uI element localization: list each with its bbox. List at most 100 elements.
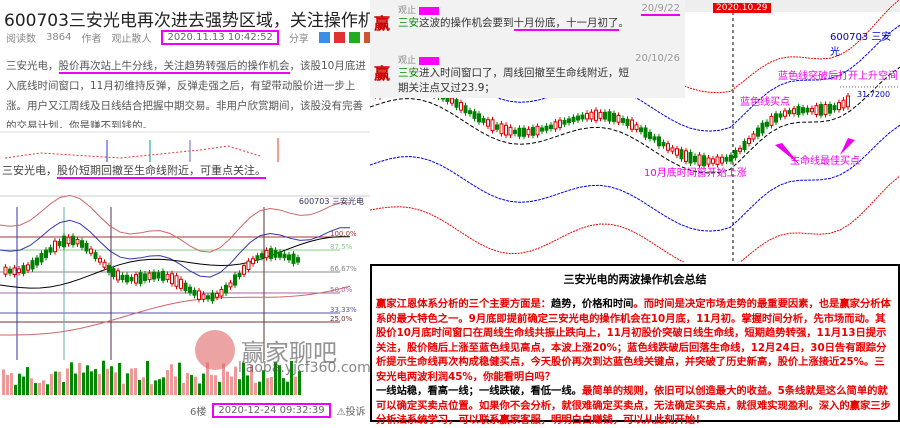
volume-bar: [218, 381, 221, 395]
read-label: 阅读数: [6, 34, 36, 45]
left-candle: [296, 257, 300, 263]
right-candle: [837, 102, 841, 111]
volume-bar: [194, 376, 197, 395]
right-candle: [756, 127, 760, 137]
share-renren-icon[interactable]: [363, 32, 370, 43]
left-candle: [147, 272, 152, 281]
right-candle: [729, 154, 733, 162]
volume-bar: [290, 360, 293, 395]
volume-bar: [222, 363, 225, 395]
band-blue-lower: [370, 124, 900, 232]
avatar: 赢: [374, 14, 391, 33]
left-candle: [111, 268, 116, 277]
chat-date: 20/9/22: [641, 3, 680, 16]
volume-bar: [286, 381, 289, 395]
right-candle: [688, 152, 693, 164]
right-candle: [774, 113, 778, 123]
right-candle: [661, 142, 666, 147]
right-candle: [589, 111, 594, 120]
annotation-time-window: 10月底时间窗开始上涨: [644, 168, 747, 179]
left-candle: [125, 274, 129, 283]
right-candle: [486, 119, 490, 127]
share-weibo-icon[interactable]: [333, 32, 345, 43]
left-candle: [62, 235, 66, 248]
share-wechat-icon[interactable]: [348, 32, 360, 43]
volume-bar: [98, 373, 101, 395]
volume-bar: [234, 366, 237, 395]
volume-bar: [74, 373, 77, 395]
chat-message: 赢 观止 20/9/22 三安这波的操作机会要到十月份底，十一月初了。: [370, 0, 685, 48]
chat-text: 三安进入时间窗口了，周线回撤至生命线附近，短期关注点又过23.9；: [398, 67, 629, 94]
left-candle: [75, 239, 80, 245]
volume-bar: [258, 381, 261, 395]
right-candle: [675, 148, 679, 156]
right-candle: [463, 105, 468, 114]
right-candle: [468, 110, 472, 115]
left-candle: [269, 248, 273, 259]
right-candle: [459, 101, 463, 111]
right-candle: [738, 147, 742, 152]
right-candle: [450, 97, 454, 104]
volume-bar: [266, 378, 269, 395]
left-candle: [291, 253, 296, 264]
right-candle: [841, 99, 846, 109]
left-candle: [3, 266, 8, 275]
volume-bar: [210, 374, 213, 395]
right-candle: [477, 113, 481, 123]
right-candle: [715, 156, 720, 166]
volume-bar: [54, 371, 57, 395]
right-candle: [796, 106, 801, 115]
report-link[interactable]: ⚠投诉: [336, 407, 366, 418]
volume-bar: [50, 374, 53, 395]
volume-bar: [170, 364, 173, 395]
right-candle: [558, 119, 562, 128]
right-candle: [828, 103, 832, 114]
right-candle: [697, 154, 702, 166]
left-candle: [233, 274, 237, 286]
right-candle: [819, 104, 823, 116]
share-qzone-icon[interactable]: [318, 32, 330, 43]
volume-bar: [138, 379, 141, 395]
right-chart-stock: 600703 三安光: [830, 32, 892, 58]
watermark-name: 赢家聊吧: [241, 338, 337, 367]
chat-panel: 赢 观止 20/9/22 三安这波的操作机会要到十月份底，十一月初了。 赢 观止…: [370, 0, 685, 98]
volume-bar: [238, 379, 241, 395]
right-candle: [522, 127, 526, 137]
left-candle: [188, 286, 192, 294]
fib-level-label: 50.0%: [330, 286, 353, 294]
arrow-icon: [840, 138, 855, 155]
fib-level-label: 66.67%: [330, 265, 357, 273]
right-candle: [814, 105, 819, 115]
volume-bar: [130, 368, 133, 395]
right-candle: [549, 124, 553, 130]
volume-bar: [202, 373, 205, 395]
volume-bar: [262, 370, 265, 395]
annotation-breakout: 蓝色线突破后打开上升空间: [778, 71, 898, 82]
right-candle: [724, 156, 729, 162]
right-candle: [720, 156, 724, 164]
left-candle: [192, 289, 197, 296]
left-candle: [26, 264, 30, 271]
right-candle: [472, 111, 477, 119]
volume-bar: [206, 362, 209, 395]
volume-bar: [14, 384, 17, 395]
left-candle: [174, 275, 179, 287]
left-candle: [17, 268, 21, 274]
right-candle: [783, 110, 787, 117]
volume-bar: [26, 367, 29, 395]
left-candle: [120, 274, 125, 280]
right-candle: [504, 124, 508, 136]
right-candle: [706, 157, 711, 165]
volume-bar: [106, 368, 109, 395]
left-candle: [44, 249, 48, 259]
volume-bar: [154, 380, 157, 395]
volume-bar: [126, 373, 129, 395]
right-candle: [666, 143, 670, 151]
left-candle: [287, 254, 291, 261]
author-name[interactable]: 观止散人: [111, 34, 152, 45]
chart-stock-label: 600703 三安光电: [298, 197, 364, 206]
volume-bar: [294, 376, 297, 395]
right-candle: [481, 118, 486, 123]
right-candle: [639, 127, 643, 133]
left-candle: [255, 255, 260, 261]
